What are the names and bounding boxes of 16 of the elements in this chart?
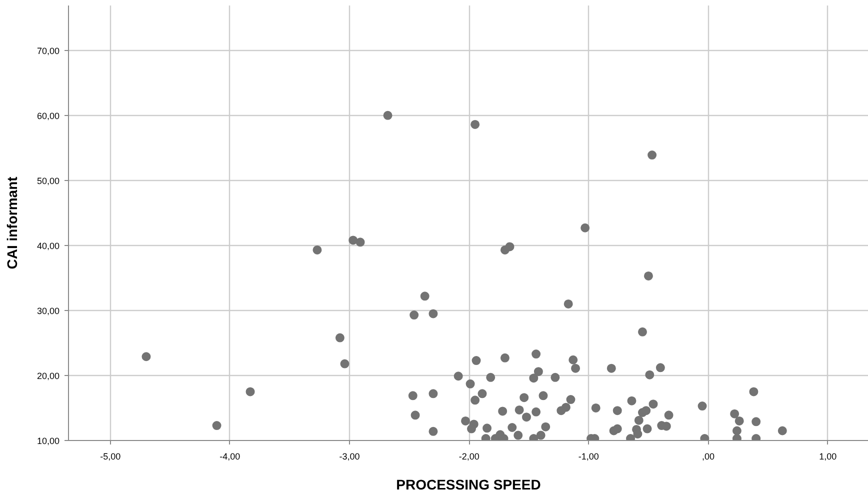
y-tick-label: 50,00	[36, 176, 60, 186]
x-tick-label: ,00	[702, 452, 715, 462]
x-axis-title: PROCESSING SPEED	[396, 476, 541, 492]
x-tick-label: -4,00	[220, 452, 240, 462]
y-tick-label: 30,00	[36, 306, 60, 316]
y-tick-label: 20,00	[36, 370, 60, 381]
y-tick-label: 10,00	[36, 436, 60, 446]
y-tick-label: 40,00	[36, 240, 60, 251]
y-tick-label: 70,00	[36, 46, 60, 56]
y-axis-title: CAI informant	[4, 176, 20, 270]
x-tick-label: 1,00	[819, 452, 837, 462]
x-tick-label: -5,00	[100, 452, 121, 462]
y-tick-label: 60,00	[36, 110, 60, 121]
x-tick-label: -1,00	[578, 452, 599, 462]
x-tick-label: -2,00	[458, 452, 480, 462]
x-tick-label: -3,00	[339, 452, 360, 462]
